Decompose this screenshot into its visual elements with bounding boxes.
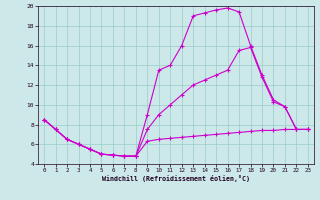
X-axis label: Windchill (Refroidissement éolien,°C): Windchill (Refroidissement éolien,°C) xyxy=(102,175,250,182)
